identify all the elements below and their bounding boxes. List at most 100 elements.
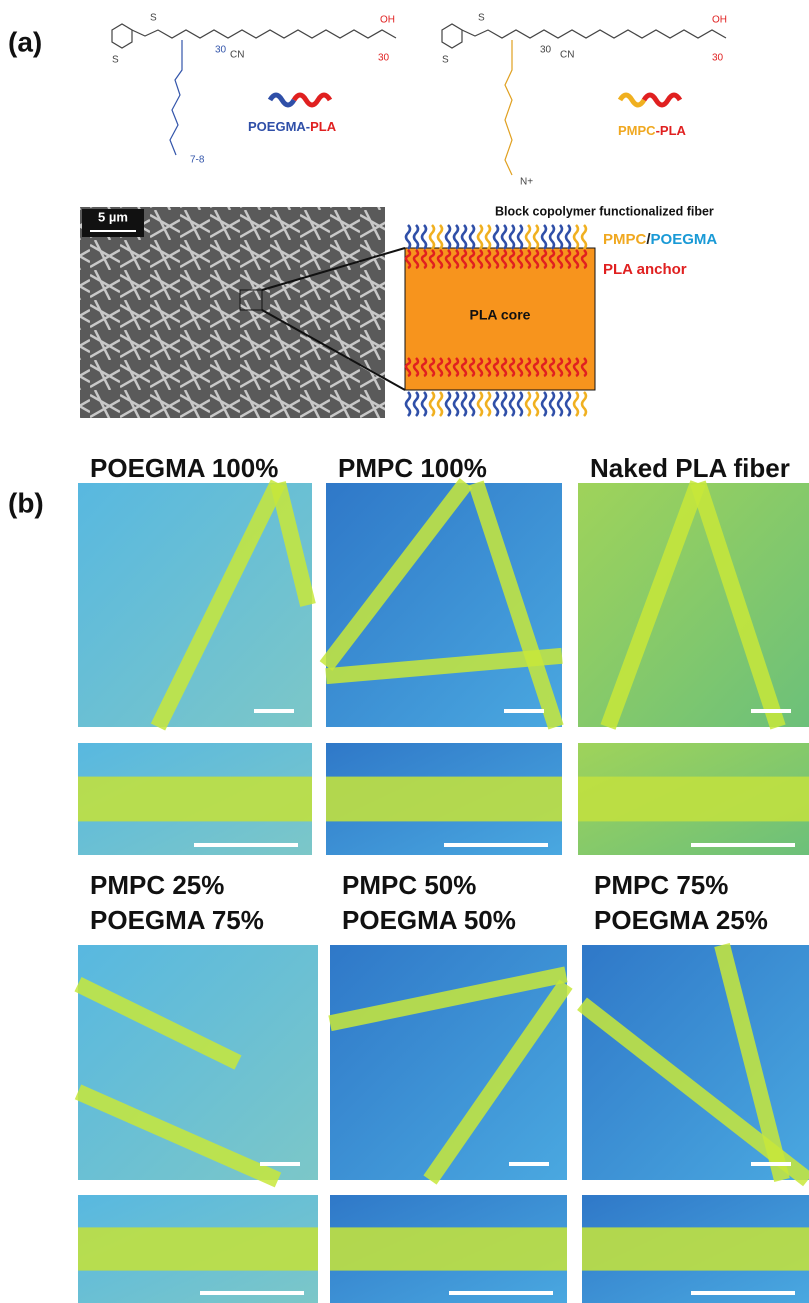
structure-label: 30 — [712, 53, 724, 64]
brush — [470, 392, 474, 416]
brush — [406, 225, 410, 249]
brush — [414, 392, 418, 416]
brush — [422, 225, 426, 249]
polymer-name-part: PLA — [660, 123, 687, 138]
brush — [510, 225, 514, 249]
scale-bar — [254, 709, 294, 713]
brush — [542, 392, 546, 416]
brush — [446, 225, 450, 249]
brush — [550, 225, 554, 249]
brush — [478, 392, 482, 416]
structure-label: S — [112, 55, 119, 66]
panel-label: (a) — [8, 26, 42, 57]
image-title: PMPC 50% — [342, 870, 476, 900]
brush — [518, 392, 522, 416]
brush — [502, 392, 506, 416]
brush — [430, 392, 434, 416]
polymer-name-part: PMPC — [618, 123, 656, 138]
brush — [566, 225, 570, 249]
scale-bar — [200, 1291, 304, 1295]
brush — [574, 392, 578, 416]
scale-bar — [751, 709, 791, 713]
brush — [582, 392, 586, 416]
core-label: PLA core — [470, 307, 531, 323]
brush — [526, 392, 530, 416]
brush — [558, 225, 562, 249]
brush — [518, 225, 522, 249]
brush — [454, 225, 458, 249]
structure-label: 30 — [378, 53, 390, 64]
polymer-name-part: PLA — [310, 119, 337, 134]
brush — [422, 392, 426, 416]
brush — [430, 225, 434, 249]
figure: (a) (b) POEGMA-PLAPMPC-PLASS30CNOH307-8S… — [0, 0, 809, 1303]
scale-bar — [449, 1291, 553, 1295]
polymer-name-part: POEGMA — [248, 119, 306, 134]
brush — [494, 225, 498, 249]
brush — [462, 225, 466, 249]
structure-label: S — [150, 13, 157, 24]
structure-label: 30 — [215, 45, 227, 56]
schematic-title: Block copolymer functionalized fiber — [495, 204, 714, 218]
scale-label: 5 µm — [98, 209, 128, 224]
brush — [542, 225, 546, 249]
brush — [574, 225, 578, 249]
image-title: POEGMA 75% — [90, 905, 264, 935]
fiber — [326, 777, 562, 822]
structure-label: S — [442, 55, 449, 66]
brush — [454, 392, 458, 416]
scale-bar — [260, 1162, 300, 1166]
image-title: Naked PLA fiber — [590, 453, 790, 483]
brush — [414, 225, 418, 249]
structure-label: OH — [712, 15, 727, 26]
fiber — [78, 777, 312, 822]
brush — [438, 392, 442, 416]
shell-label-part: PMPC — [603, 231, 647, 248]
brush — [438, 225, 442, 249]
scale-bar — [509, 1162, 549, 1166]
image-title: PMPC 75% — [594, 870, 728, 900]
image-title: PMPC 25% — [90, 870, 224, 900]
brush — [478, 225, 482, 249]
image-title: PMPC 100% — [338, 453, 487, 483]
brush — [566, 392, 570, 416]
brush — [534, 225, 538, 249]
image-title: POEGMA 50% — [342, 905, 516, 935]
brush — [510, 392, 514, 416]
afm-image — [78, 483, 312, 727]
polymer-name: PMPC-PLA — [618, 123, 687, 138]
polymer-name: POEGMA-PLA — [248, 119, 337, 134]
fiber — [582, 1227, 809, 1270]
brush — [558, 392, 562, 416]
brush — [494, 392, 498, 416]
fiber — [578, 777, 809, 822]
scale-bar — [691, 1291, 795, 1295]
image-title: POEGMA 100% — [90, 453, 278, 483]
scale-bar — [751, 1162, 791, 1166]
scale-bar — [444, 843, 548, 847]
brush — [486, 392, 490, 416]
brush — [534, 392, 538, 416]
structure-label: S — [478, 13, 485, 24]
structure-label: CN — [560, 50, 574, 61]
image-title: POEGMA 25% — [594, 905, 768, 935]
fiber — [330, 1227, 567, 1270]
polymer-icon — [270, 95, 680, 105]
shell-label-part: POEGMA — [651, 231, 718, 248]
scale-bar — [504, 709, 544, 713]
fiber — [78, 1227, 318, 1270]
brush — [446, 392, 450, 416]
shell-label: PMPC/POEGMA — [603, 231, 717, 248]
brush — [550, 392, 554, 416]
brush — [526, 225, 530, 249]
brush — [470, 225, 474, 249]
structure-label: 7-8 — [190, 155, 205, 166]
sem-image — [80, 207, 385, 418]
scale-bar — [194, 843, 298, 847]
structure-label: CN — [230, 50, 244, 61]
brush — [502, 225, 506, 249]
brush — [406, 392, 410, 416]
anchor-label: PLA anchor — [603, 261, 687, 278]
scale-bar — [691, 843, 795, 847]
brush — [486, 225, 490, 249]
